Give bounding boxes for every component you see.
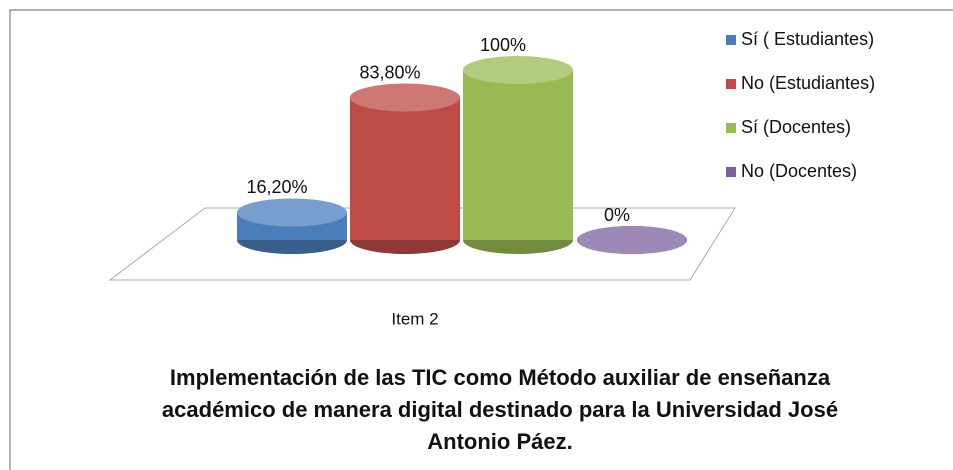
bar [350,97,460,240]
data-label: 16,20% [246,177,307,197]
data-label: 0% [604,205,630,225]
bar-top [577,226,687,254]
legend-swatch [726,123,736,133]
x-tick-label: Item 2 [391,309,438,328]
legend-swatch [726,79,736,89]
bar-top [350,83,460,112]
legend-swatch [726,167,736,177]
legend-label: Sí (Docentes) [741,117,851,137]
legend-label: No (Docentes) [741,161,857,181]
data-label: 83,80% [359,62,420,82]
bar-top [237,198,347,227]
data-label: 100% [480,35,526,55]
frame [9,9,953,470]
legend-label: No (Estudiantes) [741,73,875,93]
legend-label: Sí ( Estudiantes) [741,29,874,49]
chart-title: Implementación de las TIC como Método au… [161,365,839,454]
bar-top [463,56,573,84]
legend-swatch [726,35,736,45]
bar [463,70,573,240]
